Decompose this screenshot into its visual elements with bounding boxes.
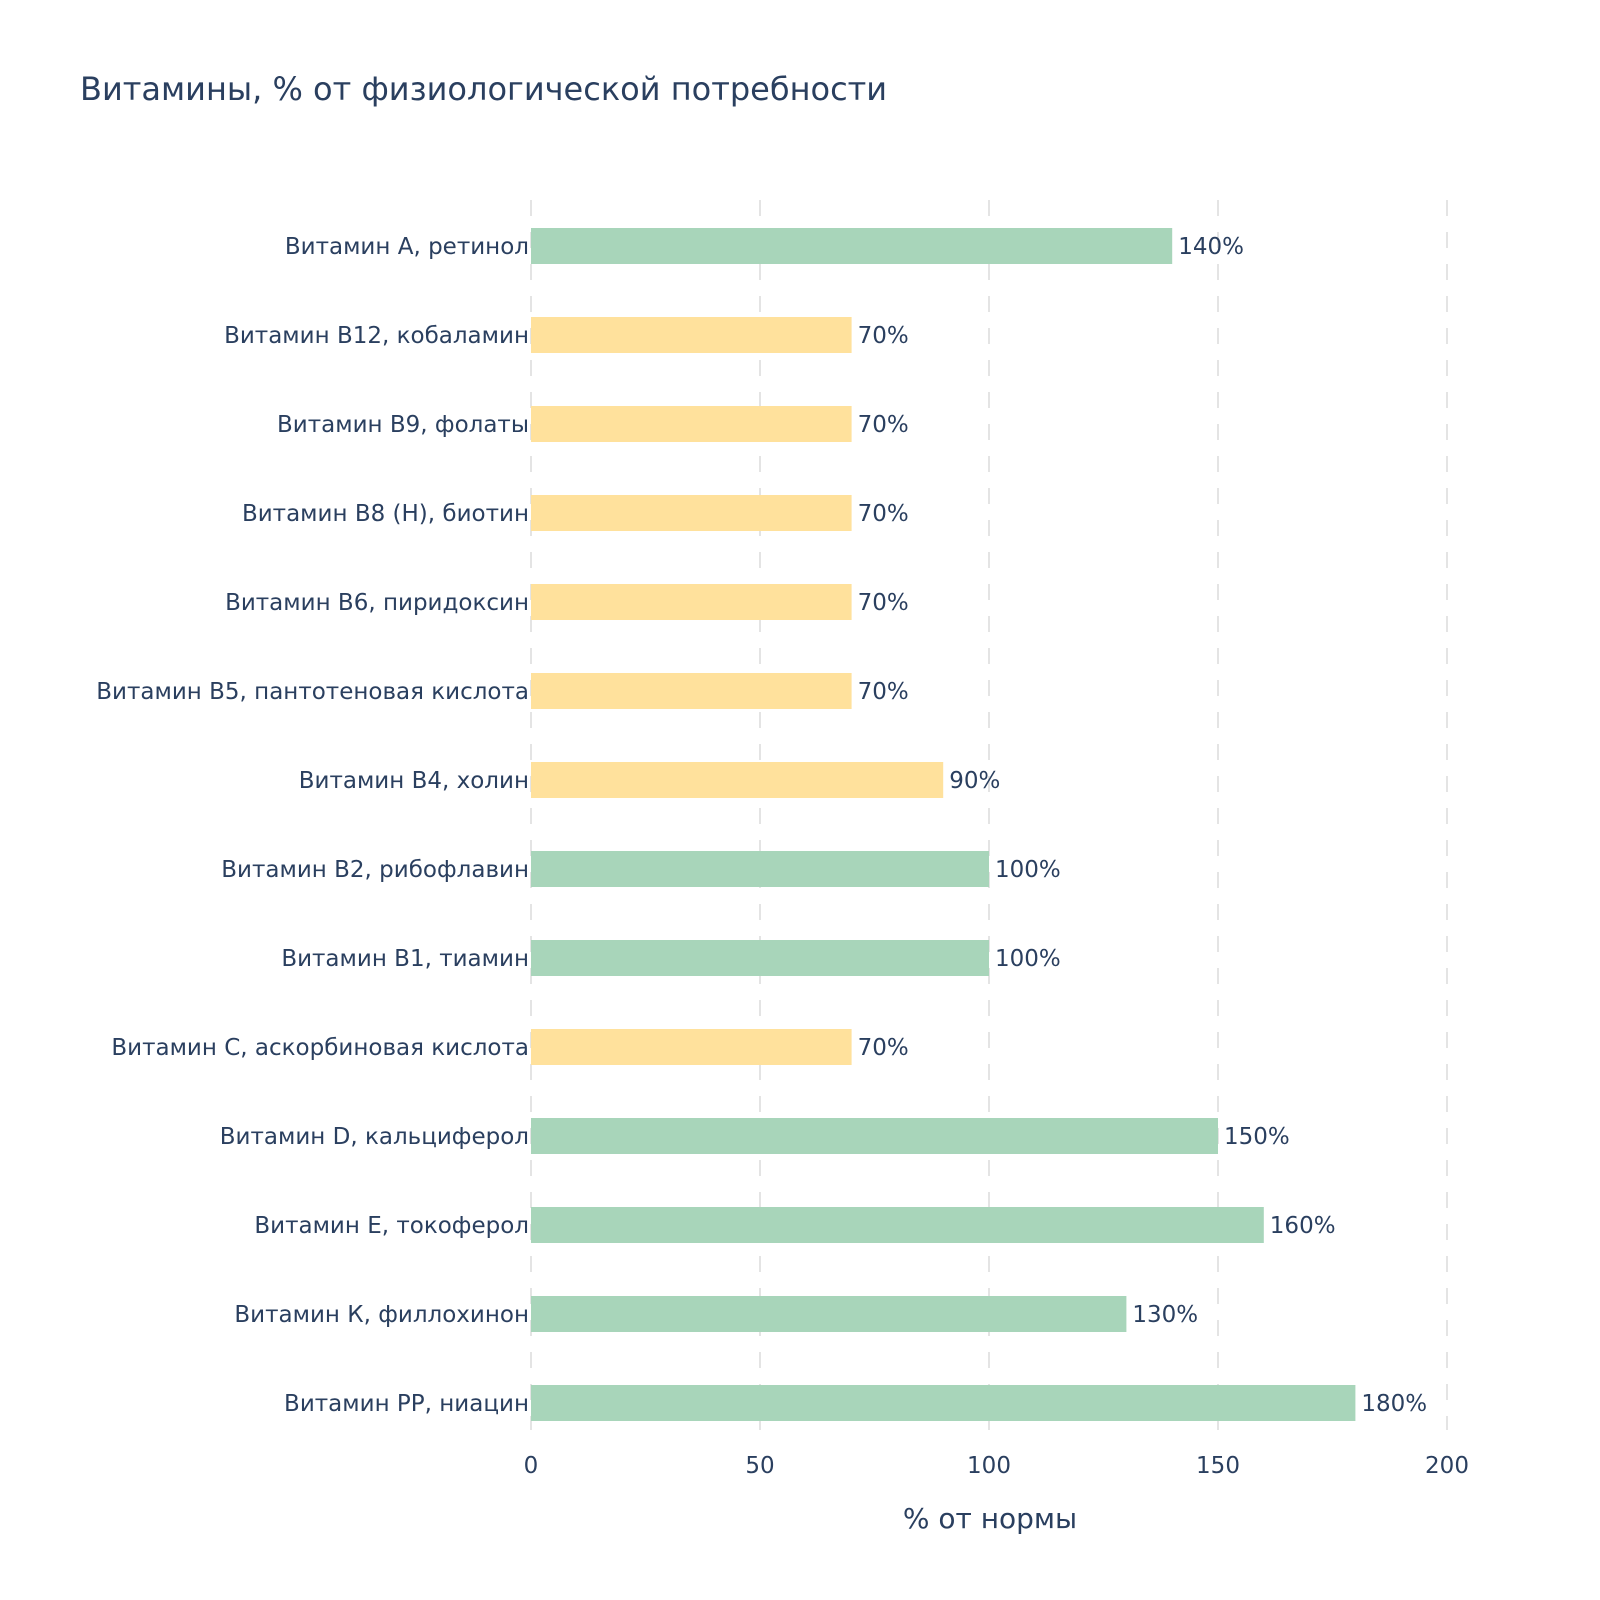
bar xyxy=(531,673,852,709)
data-label: 70% xyxy=(858,412,909,438)
x-tick-label: 0 xyxy=(524,1453,539,1479)
bar xyxy=(531,495,852,531)
category-label: Витамин В5, пантотеновая кислота xyxy=(96,679,529,705)
bar xyxy=(531,1029,852,1065)
data-label: 70% xyxy=(858,1035,909,1061)
category-label: Витамин С, аскорбиновая кислота xyxy=(111,1035,529,1061)
category-label: Витамин К, филлохинон xyxy=(234,1302,529,1328)
data-label: 100% xyxy=(995,946,1061,972)
data-label: 90% xyxy=(949,768,1000,794)
category-label: Витамин В1, тиамин xyxy=(281,946,529,972)
data-label: 70% xyxy=(858,323,909,349)
category-label: Витамин А, ретинол xyxy=(285,234,529,260)
category-label: Витамин В9, фолаты xyxy=(277,412,529,438)
bars xyxy=(531,228,1356,1421)
category-label: Витамин В2, рибофлавин xyxy=(221,857,529,883)
data-labels: 140% 70% 70% 70% 70% 70% 90% 100% 100% 70% 150% 160… xyxy=(858,234,1428,1417)
bar xyxy=(531,317,852,353)
bar xyxy=(531,851,989,887)
bar xyxy=(531,762,944,798)
category-label: Витамин В4, холин xyxy=(299,768,529,794)
data-label: 70% xyxy=(858,679,909,705)
bar xyxy=(531,228,1173,264)
bar xyxy=(531,1207,1264,1243)
x-axis-ticks: 0 50 100 150 200 xyxy=(524,1453,1469,1479)
category-label: Витамин В6, пиридоксин xyxy=(225,590,529,616)
bar xyxy=(531,1296,1127,1332)
bar xyxy=(531,1385,1356,1421)
category-label: Витамин D, кальциферол xyxy=(220,1124,529,1150)
data-label: 130% xyxy=(1132,1302,1198,1328)
bar xyxy=(531,406,852,442)
category-label: Витамин Е, токоферол xyxy=(254,1213,529,1239)
x-tick-label: 150 xyxy=(1196,1453,1240,1479)
category-labels: Витамин А, ретинол Витамин В12, кобаламин… xyxy=(96,234,529,1417)
data-label: 70% xyxy=(858,501,909,527)
data-label: 180% xyxy=(1361,1391,1427,1417)
data-label: 100% xyxy=(995,857,1061,883)
x-tick-label: 100 xyxy=(967,1453,1011,1479)
data-label: 70% xyxy=(858,590,909,616)
data-label: 140% xyxy=(1178,234,1244,260)
bar xyxy=(531,1118,1218,1154)
category-label: Витамин В8 (Н), биотин xyxy=(242,501,529,527)
gridlines xyxy=(530,200,1448,1430)
chart-title: Витамины, % от физиологической потребнос… xyxy=(80,70,887,108)
data-label: 150% xyxy=(1224,1124,1290,1150)
x-tick-label: 200 xyxy=(1425,1453,1469,1479)
x-tick-label: 50 xyxy=(745,1453,774,1479)
bar xyxy=(531,940,989,976)
category-label: Витамин РР, ниацин xyxy=(284,1391,529,1417)
category-label: Витамин В12, кобаламин xyxy=(224,323,529,349)
data-label: 160% xyxy=(1270,1213,1336,1239)
x-axis-label: % от нормы xyxy=(903,1502,1077,1535)
bar xyxy=(531,584,852,620)
